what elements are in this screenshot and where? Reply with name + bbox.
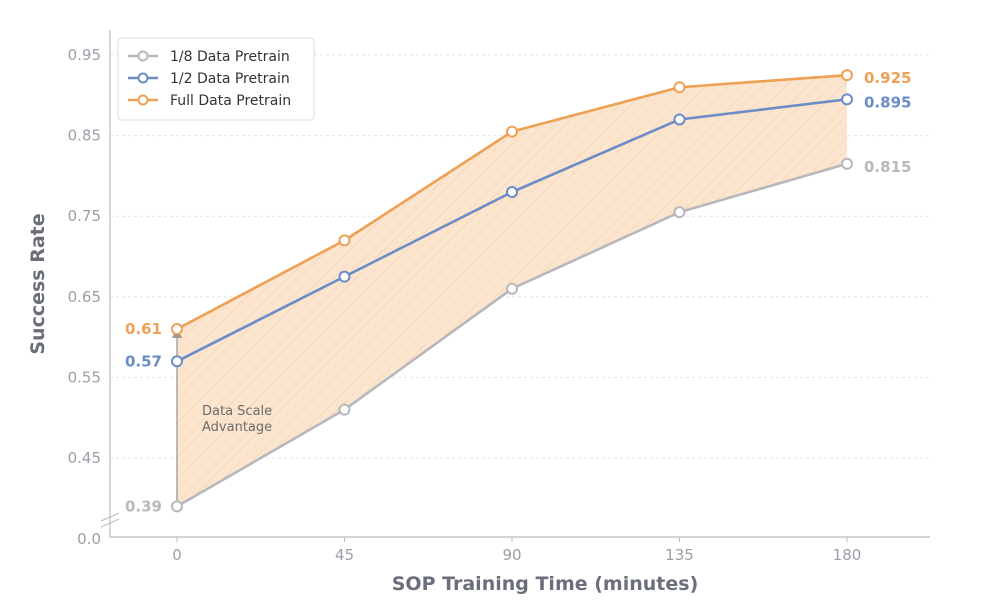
x-tick-label: 0	[172, 546, 182, 564]
series-point	[506, 186, 518, 199]
series-point	[673, 113, 686, 126]
series-point	[841, 69, 853, 82]
legend-label: 1/8 Data Pretrain	[170, 49, 290, 65]
series-point	[338, 234, 351, 247]
series-point	[171, 323, 183, 336]
legend-box	[117, 37, 315, 121]
annotation-line-2: Advantage	[202, 420, 272, 435]
x-tick-labels: 0 45 90 135 180	[172, 537, 861, 564]
y-tick-label: 0.45	[68, 449, 101, 467]
legend: 1/8 Data Pretrain 1/2 Data Pretrain Full D…	[117, 37, 315, 121]
x-tick-label: 180	[833, 546, 862, 564]
y-axis-title: Success Rate	[27, 213, 49, 354]
axis-break-mark	[100, 512, 120, 528]
legend-label: 1/2 Data Pretrain	[170, 71, 290, 87]
annotation-line-1: Data Scale	[202, 404, 272, 419]
shaded-advantage-region	[177, 75, 847, 507]
series-point	[506, 125, 518, 138]
series-point	[338, 270, 351, 283]
y-tick-label: 0.65	[68, 288, 101, 306]
y-tick-label: 0.95	[68, 46, 101, 64]
start-value-label: 0.61	[125, 320, 162, 338]
series-lines	[171, 69, 853, 513]
series-point	[506, 282, 518, 295]
start-value-label: 0.39	[125, 497, 162, 515]
legend-marker	[137, 94, 149, 106]
legend-marker	[137, 50, 149, 62]
x-tick-label: 135	[665, 546, 694, 564]
legend-label: Full Data Pretrain	[170, 93, 291, 109]
series-point	[841, 93, 853, 106]
start-value-label: 0.57	[125, 352, 162, 370]
x-axis-title: SOP Training Time (minutes)	[392, 573, 699, 595]
y-tick-labels: 0.0 0.45 0.55 0.65 0.75 0.85 0.95	[68, 46, 101, 548]
end-value-label: 0.925	[864, 69, 911, 87]
y-tick-label: 0.75	[68, 207, 101, 225]
series-point	[171, 500, 183, 513]
x-tick-label: 45	[335, 546, 354, 564]
series-point	[841, 157, 853, 170]
series-point	[673, 81, 686, 94]
series-point	[673, 206, 686, 219]
end-value-label: 0.895	[864, 93, 911, 111]
series-point	[171, 355, 183, 368]
y-tick-label: 0.0	[77, 530, 101, 548]
series-point	[338, 403, 351, 416]
y-tick-label: 0.85	[68, 127, 101, 145]
x-tick-label: 90	[502, 546, 521, 564]
end-value-label: 0.815	[864, 158, 911, 176]
legend-marker	[137, 72, 149, 84]
value-labels: 0.39 0.815 0.57 0.895 0.61 0.925	[125, 69, 911, 515]
y-tick-label: 0.55	[68, 368, 101, 386]
